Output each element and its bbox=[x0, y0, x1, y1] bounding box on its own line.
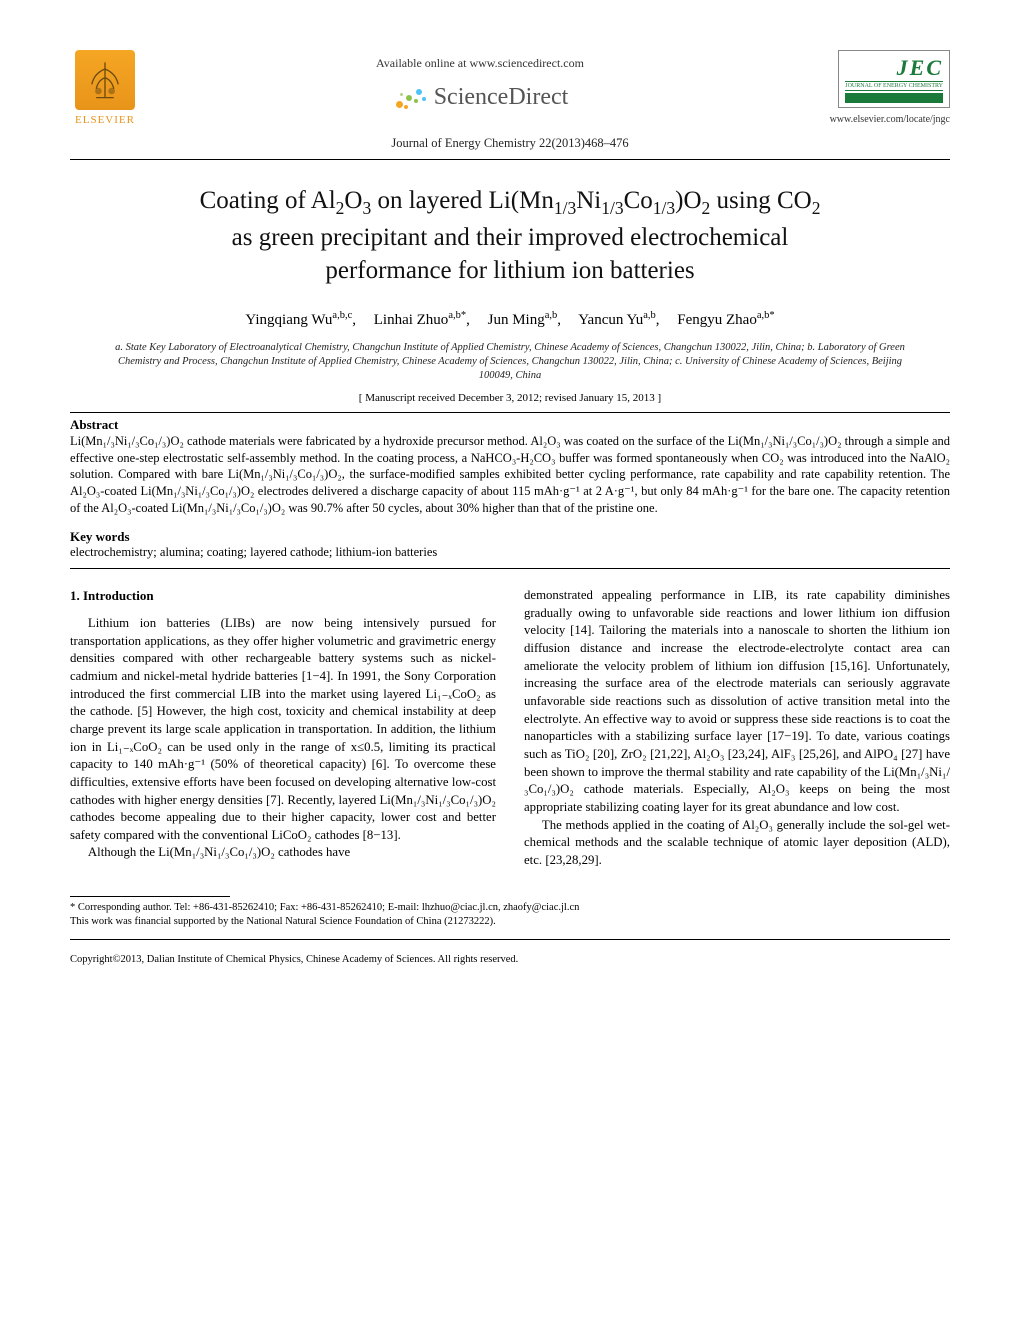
jec-logo-block: JEC JOURNAL OF ENERGY CHEMISTRY www.else… bbox=[820, 50, 950, 125]
title-frag: Ni bbox=[576, 187, 601, 214]
jec-mid-text: JOURNAL OF ENERGY CHEMISTRY bbox=[845, 81, 943, 91]
affiliations: a. State Key Laboratory of Electroanalyt… bbox=[100, 341, 920, 384]
copyright-rule bbox=[70, 939, 950, 940]
sciencedirect-logo: ScienceDirect bbox=[392, 79, 569, 115]
column-left: 1. Introduction Lithium ion batteries (L… bbox=[70, 587, 496, 870]
elsevier-tree-icon bbox=[75, 50, 135, 110]
jec-top-text: JEC bbox=[845, 55, 943, 81]
title-frag: on layered Li(Mn bbox=[371, 187, 554, 214]
abstract-bottom-rule bbox=[70, 568, 950, 569]
section-1-heading: 1. Introduction bbox=[70, 587, 496, 605]
author: Yingqiang Wu bbox=[245, 312, 332, 328]
footnote-rule bbox=[70, 896, 230, 897]
sd-dots-icon bbox=[392, 79, 428, 115]
intro-paragraph-2-cont: demonstrated appealing performance in LI… bbox=[524, 587, 950, 817]
funding-footnote: This work was financial supported by the… bbox=[70, 915, 950, 929]
intro-paragraph-3: The methods applied in the coating of Al… bbox=[524, 817, 950, 870]
copyright-line: Copyright©2013, Dalian Institute of Chem… bbox=[70, 954, 950, 965]
header-row: ELSEVIER Available online at www.science… bbox=[70, 50, 950, 126]
article-title: Coating of Al2O3 on layered Li(Mn1/3Ni1/… bbox=[100, 184, 920, 288]
page-container: ELSEVIER Available online at www.science… bbox=[0, 0, 1020, 1005]
intro-paragraph-1: Lithium ion batteries (LIBs) are now bei… bbox=[70, 615, 496, 845]
footnotes-block: * Corresponding author. Tel: +86-431-852… bbox=[70, 892, 950, 929]
author-list: Yingqiang Wua,b,c, Linhai Zhuoa,b*, Jun … bbox=[70, 310, 950, 329]
author-affil-sup: a,b* bbox=[448, 310, 466, 321]
author: Yancun Yu bbox=[578, 312, 643, 328]
intro-paragraph-2: Although the Li(Mn₁/₃Ni₁/₃Co₁/₃)O₂ catho… bbox=[70, 844, 496, 862]
title-frag: Coating of Al bbox=[200, 187, 336, 214]
sd-available-text: Available online at www.sciencedirect.co… bbox=[140, 56, 820, 71]
keywords-body: electrochemistry; alumina; coating; laye… bbox=[70, 545, 950, 560]
abstract-block: Abstract Li(Mn₁/₃Ni₁/₃Co₁/₃)O₂ cathode m… bbox=[70, 417, 950, 517]
title-line2: as green precipitant and their improved … bbox=[232, 224, 789, 251]
title-frag: Co bbox=[624, 187, 653, 214]
abstract-body: Li(Mn₁/₃Ni₁/₃Co₁/₃)O₂ cathode materials … bbox=[70, 433, 950, 517]
keywords-heading: Key words bbox=[70, 529, 950, 545]
author-affil-sup: a,b,c bbox=[332, 310, 352, 321]
elsevier-logo-block: ELSEVIER bbox=[70, 50, 140, 126]
title-frag: O bbox=[344, 187, 362, 214]
corresponding-author-footnote: * Corresponding author. Tel: +86-431-852… bbox=[70, 901, 950, 915]
sd-name: ScienceDirect bbox=[434, 84, 569, 111]
author-affil-sup: a,b* bbox=[757, 310, 775, 321]
jec-logo-icon: JEC JOURNAL OF ENERGY CHEMISTRY bbox=[838, 50, 950, 108]
body-columns: 1. Introduction Lithium ion batteries (L… bbox=[70, 587, 950, 870]
elsevier-label: ELSEVIER bbox=[70, 114, 140, 126]
jec-bar bbox=[845, 93, 943, 103]
title-line3: performance for lithium ion batteries bbox=[325, 257, 694, 284]
abstract-heading: Abstract bbox=[70, 417, 950, 433]
title-frag: using CO bbox=[710, 187, 811, 214]
author: Linhai Zhuo bbox=[374, 312, 449, 328]
column-right: demonstrated appealing performance in LI… bbox=[524, 587, 950, 870]
author-affil-sup: a,b bbox=[643, 310, 656, 321]
top-rule bbox=[70, 159, 950, 160]
author-affil-sup: a,b bbox=[545, 310, 558, 321]
title-frag: )O bbox=[675, 187, 701, 214]
abstract-top-rule bbox=[70, 412, 950, 413]
author: Fengyu Zhao bbox=[677, 312, 757, 328]
keywords-block: Key words electrochemistry; alumina; coa… bbox=[70, 529, 950, 560]
author: Jun Ming bbox=[488, 312, 545, 328]
manuscript-dates: [ Manuscript received December 3, 2012; … bbox=[70, 392, 950, 404]
journal-citation-line: Journal of Energy Chemistry 22(2013)468–… bbox=[70, 136, 950, 151]
sciencedirect-block: Available online at www.sciencedirect.co… bbox=[140, 50, 820, 120]
jec-url: www.elsevier.com/locate/jngc bbox=[820, 114, 950, 125]
